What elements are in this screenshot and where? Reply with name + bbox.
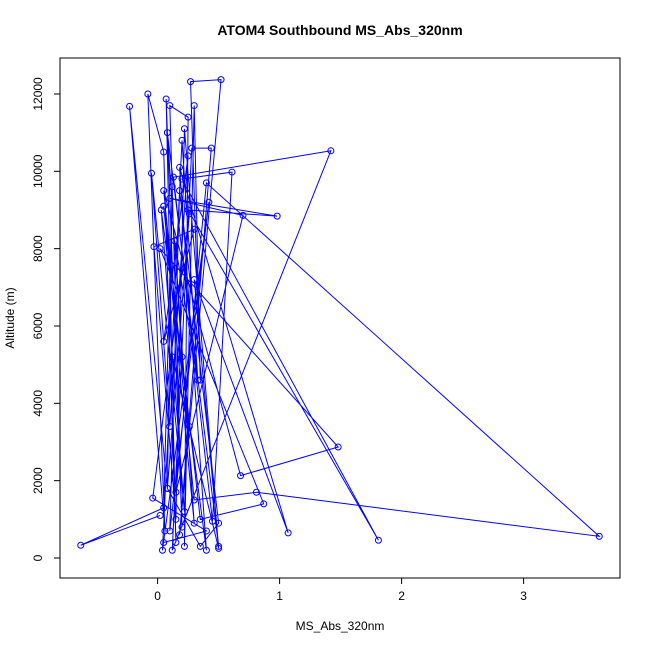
data-point [196, 515, 204, 523]
data-point [169, 173, 177, 181]
data-point [237, 472, 245, 480]
data-point [172, 488, 180, 496]
data-point [160, 504, 168, 512]
data-point [190, 519, 198, 527]
data-point [187, 78, 195, 86]
data-point [166, 194, 174, 202]
data-point [184, 206, 192, 214]
data-point [207, 144, 215, 152]
y-tick-label: 10000 [31, 154, 45, 188]
data-point [184, 113, 192, 121]
data-point [156, 245, 164, 253]
data-point [252, 488, 260, 496]
plot-frame [59, 57, 621, 579]
y-axis-label: Altitude (m) [3, 287, 17, 348]
data-point [178, 523, 186, 531]
data-point [185, 423, 193, 431]
x-tick-label: 2 [398, 589, 405, 603]
data-point [160, 187, 168, 195]
data-point [160, 202, 168, 210]
data-point [284, 529, 292, 537]
data-point [190, 102, 198, 110]
data-point [172, 539, 180, 547]
data-point [176, 187, 184, 195]
data-point [202, 179, 210, 187]
data-point [217, 76, 225, 84]
data-point [215, 544, 223, 552]
data-point [180, 125, 188, 133]
data-point [190, 496, 198, 504]
data-point [595, 532, 603, 540]
data-point [168, 183, 176, 191]
data-point [196, 542, 204, 550]
data-point [215, 542, 223, 550]
data-point [190, 276, 198, 284]
data-point [239, 211, 247, 219]
y-tick-label: 6000 [31, 312, 45, 339]
data-point [163, 129, 171, 137]
data-point [185, 210, 193, 218]
y-tick-label: 8000 [31, 235, 45, 262]
data-point [77, 541, 85, 549]
data-point [190, 225, 198, 233]
data-point [209, 517, 217, 525]
data-point [196, 376, 204, 384]
data-point [168, 353, 176, 361]
data-point [178, 175, 186, 183]
data-point [180, 508, 188, 516]
data-point [260, 500, 268, 508]
data-point [160, 337, 168, 345]
y-tick-label: 12000 [31, 77, 45, 111]
data-line [80, 79, 601, 551]
data-point [172, 515, 180, 523]
data-point [166, 527, 174, 535]
data-point [273, 212, 281, 220]
data-point [184, 152, 192, 160]
x-tick-label: 0 [154, 589, 161, 603]
data-point [194, 376, 202, 384]
data-point [178, 353, 186, 361]
data-point [176, 163, 184, 171]
data-point [202, 527, 210, 535]
data-point [180, 542, 188, 550]
data-point [163, 484, 171, 492]
data-point [126, 102, 134, 110]
y-tick-label: 0 [31, 554, 45, 561]
data-point [166, 423, 174, 431]
data-point [149, 494, 157, 502]
x-tick-label: 1 [276, 589, 283, 603]
data-point [171, 237, 179, 245]
data-point [144, 90, 152, 98]
data-point [168, 546, 176, 554]
y-tick-label: 4000 [31, 390, 45, 417]
data-point [205, 198, 213, 206]
data-point [158, 546, 166, 554]
data-point [202, 546, 210, 554]
x-axis-label: MS_Abs_320nm [296, 619, 385, 633]
data-point [374, 536, 382, 544]
data-point [166, 102, 174, 110]
data-point [160, 148, 168, 156]
data-point [150, 243, 158, 251]
data-point [178, 136, 186, 144]
data-point [176, 531, 184, 539]
data-point [188, 144, 196, 152]
y-tick-label: 2000 [31, 467, 45, 494]
chart-title: ATOM4 Southbound MS_Abs_320nm [217, 22, 462, 38]
data-point [161, 527, 169, 535]
data-point [334, 443, 342, 451]
data-point [148, 169, 156, 177]
x-tick-label: 3 [520, 589, 527, 603]
data-point [160, 539, 168, 547]
data-point [156, 511, 164, 519]
data-point [215, 519, 223, 527]
data-point [228, 168, 236, 176]
data-point [162, 95, 170, 103]
data-point [327, 147, 335, 155]
